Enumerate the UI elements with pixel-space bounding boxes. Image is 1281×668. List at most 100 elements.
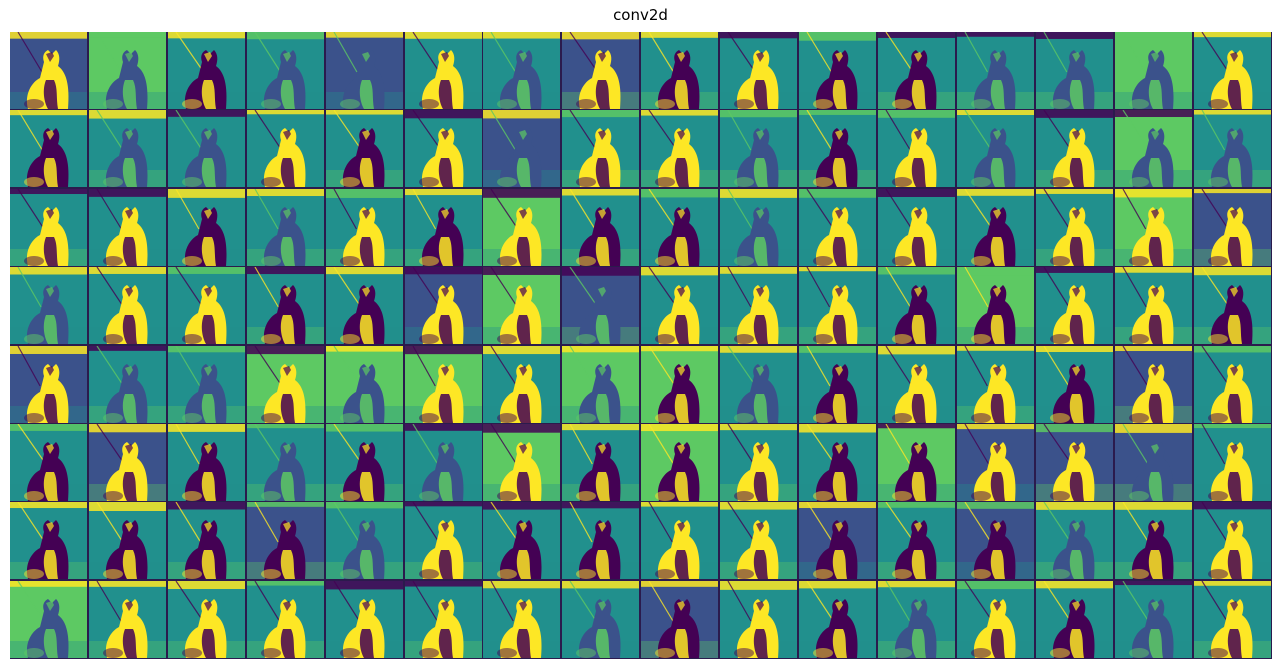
feature-map-tile bbox=[326, 32, 403, 109]
feature-map-tile bbox=[405, 502, 482, 579]
feature-map-tile bbox=[641, 32, 718, 109]
feature-map-tile bbox=[1036, 189, 1113, 266]
activation-image bbox=[247, 424, 324, 501]
activation-image bbox=[799, 346, 876, 423]
activation-image bbox=[326, 110, 403, 187]
feature-map-tile bbox=[405, 32, 482, 109]
feature-map-tile bbox=[247, 267, 324, 344]
feature-map-tile bbox=[957, 189, 1034, 266]
activation-image bbox=[10, 110, 87, 187]
activation-image bbox=[10, 424, 87, 501]
feature-map-tile bbox=[799, 267, 876, 344]
feature-map-tile bbox=[10, 267, 87, 344]
feature-map-tile bbox=[799, 32, 876, 109]
feature-map-tile bbox=[483, 110, 560, 187]
feature-map-tile bbox=[1194, 267, 1271, 344]
feature-map-tile bbox=[799, 189, 876, 266]
activation-image bbox=[405, 267, 482, 344]
feature-map-tile bbox=[247, 424, 324, 501]
activation-image bbox=[641, 502, 718, 579]
feature-map-tile bbox=[878, 424, 955, 501]
activation-image bbox=[10, 502, 87, 579]
feature-map-tile bbox=[1036, 581, 1113, 658]
feature-map-tile bbox=[483, 189, 560, 266]
activation-image bbox=[247, 502, 324, 579]
feature-map-tile bbox=[247, 110, 324, 187]
activation-image bbox=[720, 346, 797, 423]
activation-image bbox=[483, 346, 560, 423]
feature-map-tile bbox=[405, 267, 482, 344]
activation-image bbox=[957, 267, 1034, 344]
activation-image bbox=[799, 32, 876, 109]
feature-map-tile bbox=[168, 267, 245, 344]
feature-map-tile bbox=[641, 424, 718, 501]
feature-map-tile bbox=[720, 189, 797, 266]
feature-map-tile bbox=[247, 581, 324, 658]
activation-image bbox=[562, 267, 639, 344]
activation-image bbox=[247, 581, 324, 658]
activation-image bbox=[878, 581, 955, 658]
feature-map-tile bbox=[641, 581, 718, 658]
feature-map-tile bbox=[247, 346, 324, 423]
activation-image bbox=[326, 189, 403, 266]
activation-image bbox=[720, 581, 797, 658]
activation-image bbox=[89, 32, 166, 109]
feature-map-tile bbox=[957, 346, 1034, 423]
activation-image bbox=[326, 502, 403, 579]
activation-image bbox=[326, 424, 403, 501]
feature-map-tile bbox=[641, 189, 718, 266]
feature-map-tile bbox=[326, 267, 403, 344]
activation-image bbox=[720, 189, 797, 266]
activation-image bbox=[405, 502, 482, 579]
feature-map-tile bbox=[799, 581, 876, 658]
activation-image bbox=[89, 267, 166, 344]
activation-image bbox=[89, 346, 166, 423]
activation-image bbox=[957, 424, 1034, 501]
activation-image bbox=[1115, 502, 1192, 579]
activation-image bbox=[1115, 581, 1192, 658]
activation-image bbox=[562, 502, 639, 579]
feature-map-grid bbox=[10, 32, 1272, 659]
feature-map-tile bbox=[405, 346, 482, 423]
activation-image bbox=[1194, 424, 1271, 501]
feature-map-tile bbox=[247, 502, 324, 579]
feature-map-tile bbox=[1036, 502, 1113, 579]
feature-map-tile bbox=[326, 346, 403, 423]
activation-image bbox=[483, 502, 560, 579]
activation-image bbox=[168, 32, 245, 109]
activation-image bbox=[957, 346, 1034, 423]
activation-image bbox=[10, 346, 87, 423]
activation-image bbox=[247, 346, 324, 423]
activation-image bbox=[247, 32, 324, 109]
activation-image bbox=[1036, 502, 1113, 579]
activation-image bbox=[326, 267, 403, 344]
feature-map-tile bbox=[168, 189, 245, 266]
feature-map-tile bbox=[562, 189, 639, 266]
feature-map-tile bbox=[405, 189, 482, 266]
feature-map-tile bbox=[168, 32, 245, 109]
feature-map-tile bbox=[641, 267, 718, 344]
feature-map-tile bbox=[957, 581, 1034, 658]
feature-map-tile bbox=[1115, 189, 1192, 266]
activation-image bbox=[89, 581, 166, 658]
activation-image bbox=[562, 346, 639, 423]
feature-map-tile bbox=[89, 32, 166, 109]
feature-map-tile bbox=[10, 32, 87, 109]
feature-map-tile bbox=[720, 110, 797, 187]
activation-image bbox=[89, 110, 166, 187]
activation-image bbox=[247, 189, 324, 266]
feature-map-tile bbox=[1115, 581, 1192, 658]
activation-image bbox=[89, 424, 166, 501]
activation-image bbox=[641, 267, 718, 344]
activation-image bbox=[483, 189, 560, 266]
feature-map-tile bbox=[1115, 110, 1192, 187]
feature-map-tile bbox=[483, 424, 560, 501]
feature-map-tile bbox=[89, 110, 166, 187]
feature-map-tile bbox=[168, 581, 245, 658]
activation-image bbox=[483, 32, 560, 109]
activation-image bbox=[799, 424, 876, 501]
activation-image bbox=[1115, 267, 1192, 344]
activation-image bbox=[799, 189, 876, 266]
activation-image bbox=[326, 32, 403, 109]
feature-map-tile bbox=[89, 424, 166, 501]
